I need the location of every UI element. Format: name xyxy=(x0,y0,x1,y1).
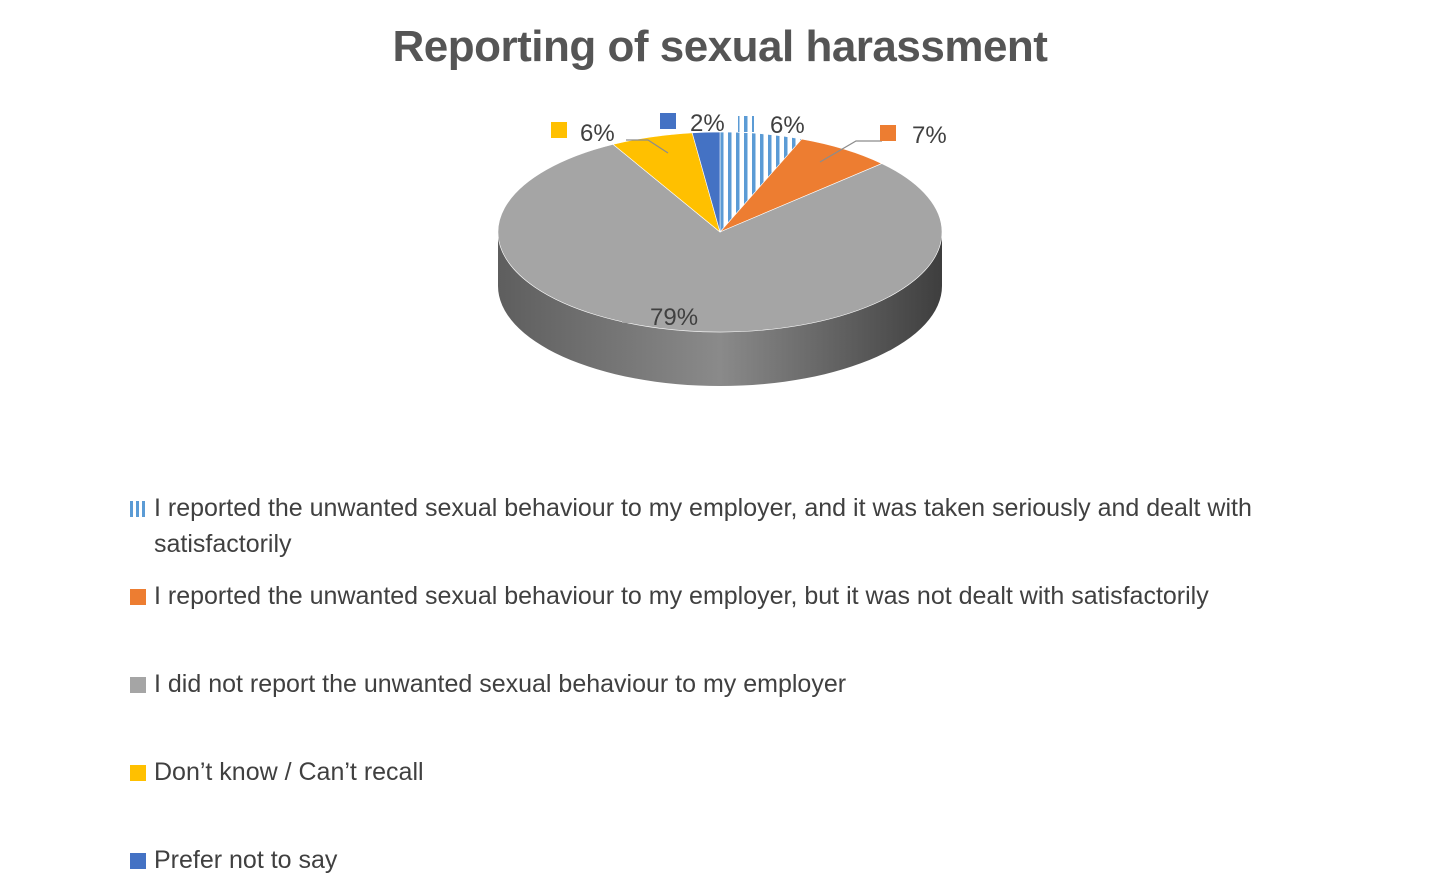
legend-item: I did not report the unwanted sexual beh… xyxy=(130,666,1360,702)
pie-chart: 6% 7% 79% 6% 2% xyxy=(497,110,947,386)
leader-line-1 xyxy=(819,140,882,163)
pie-slice-2 xyxy=(497,144,943,333)
data-label-swatch-0 xyxy=(738,116,754,132)
legend-label: I reported the unwanted sexual behaviour… xyxy=(154,494,1252,558)
legend-item: Prefer not to say xyxy=(130,842,1360,878)
data-label-0: 6% xyxy=(770,112,805,139)
leader-line-3 xyxy=(626,139,669,154)
data-label-swatch-4 xyxy=(660,113,676,129)
data-label-swatch-3 xyxy=(551,122,567,138)
legend-swatch xyxy=(130,589,146,605)
legend-swatch xyxy=(130,677,146,693)
chart-title: Reporting of sexual harassment xyxy=(392,22,1048,71)
data-label-swatch-2 xyxy=(622,307,638,323)
pie-slice-4 xyxy=(691,131,721,233)
legend-item: I reported the unwanted sexual behaviour… xyxy=(130,578,1360,614)
data-label-swatch-1 xyxy=(880,125,896,141)
legend-swatch xyxy=(130,765,146,781)
data-label-3: 6% xyxy=(580,120,615,147)
legend-item: Don’t know / Can’t recall xyxy=(130,754,1360,790)
legend-label: I reported the unwanted sexual behaviour… xyxy=(154,582,1209,610)
legend-label: Don’t know / Can’t recall xyxy=(154,758,424,786)
legend-swatch xyxy=(130,501,146,517)
pie-side-wall xyxy=(498,232,942,386)
legend-label: I did not report the unwanted sexual beh… xyxy=(154,670,847,698)
data-label-4: 2% xyxy=(690,110,725,137)
legend-label: Prefer not to say xyxy=(154,846,338,874)
data-label-2: 79% xyxy=(650,304,698,331)
legend-swatch xyxy=(130,853,146,869)
data-label-1: 7% xyxy=(912,122,947,149)
legend-item: I reported the unwanted sexual behaviour… xyxy=(130,490,1360,562)
